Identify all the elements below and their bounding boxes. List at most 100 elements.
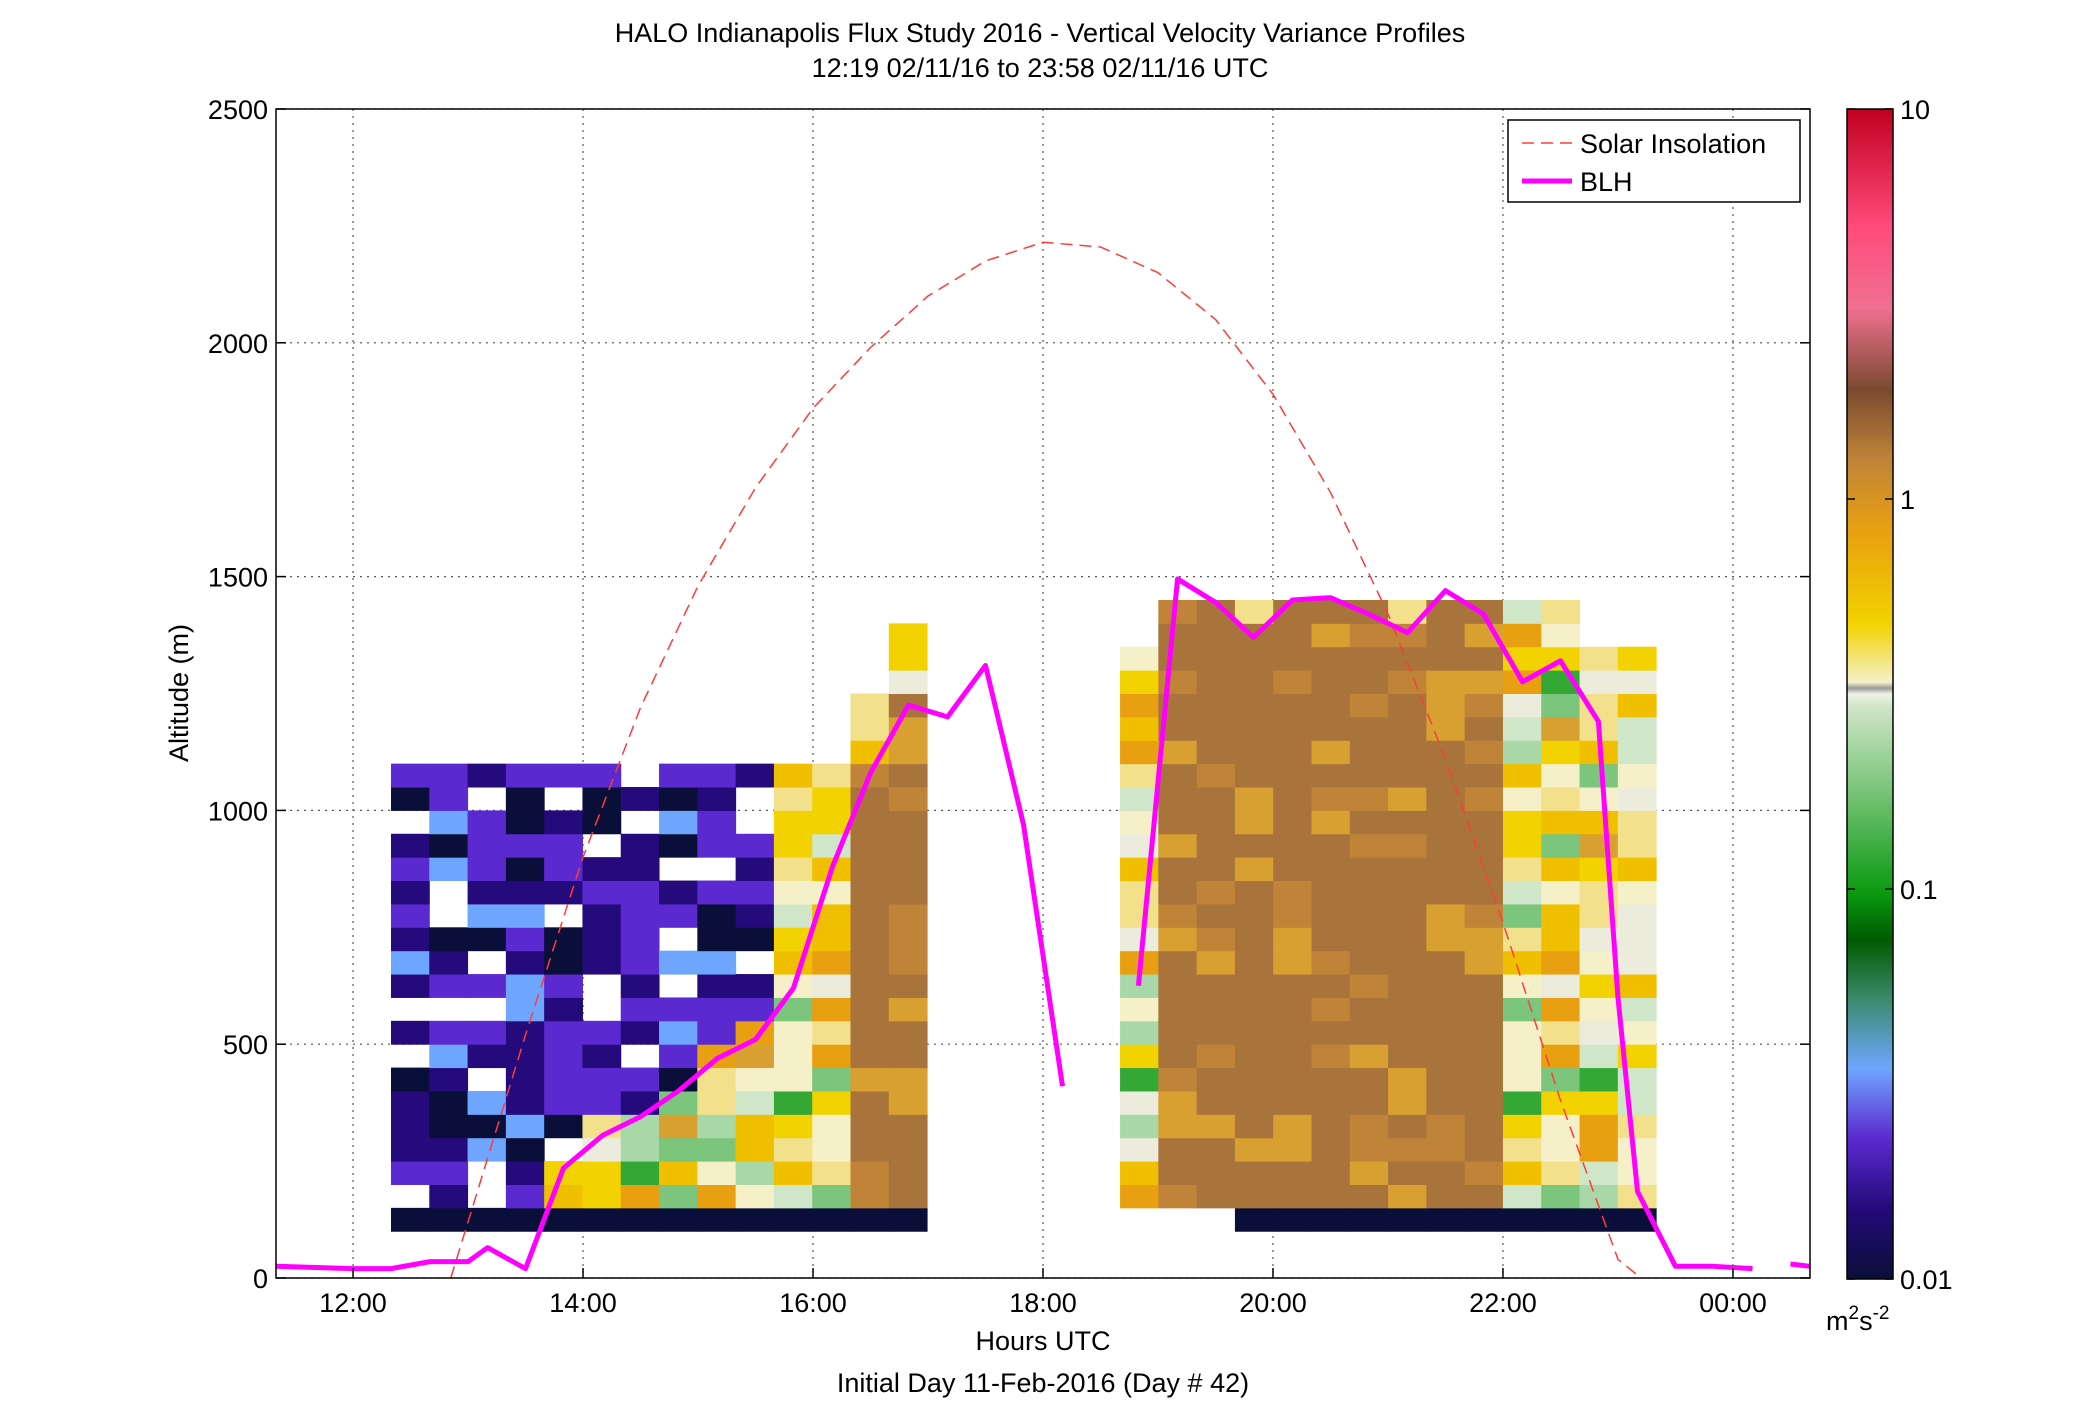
heatmap-cell [773,1184,813,1209]
heatmap-cell [888,997,928,1022]
heatmap-cell [735,880,775,905]
heatmap-cell [1617,1044,1657,1069]
heatmap-cell [1541,903,1581,928]
heatmap-cell [505,1161,545,1185]
chart-title: HALO Indianapolis Flux Study 2016 - Vert… [615,18,1465,48]
heatmap-cell [850,833,890,858]
heatmap-cell [620,833,660,858]
heatmap-cell [1158,857,1198,882]
legend-label: Solar Insolation [1580,129,1766,159]
heatmap-cell [812,1090,852,1115]
heatmap-cell [773,1090,813,1115]
heatmap-cell [1349,927,1389,952]
heatmap-cell [1349,693,1389,718]
heatmap-cell [1464,997,1504,1022]
heatmap-cell [1120,787,1159,811]
heatmap-cell [735,1161,775,1185]
heatmap-cell [1120,670,1159,694]
heatmap-cell [1464,1137,1504,1162]
legend: Solar Insolation BLH [1507,119,1801,203]
heatmap-cell [1541,927,1581,952]
heatmap-cell [850,1020,890,1045]
heatmap-cell [1617,857,1657,882]
heatmap-cell [1579,1137,1619,1162]
solar-insolation-line [450,241,1642,1279]
heatmap-cell [1273,670,1313,694]
heatmap-cell [659,880,698,905]
heatmap-cell [467,974,507,998]
heatmap-cell [1349,857,1389,882]
heatmap-cell [697,1137,737,1162]
heatmap-cell [1234,833,1274,858]
heatmap-cell [390,763,430,788]
heatmap-cell [1311,1137,1351,1162]
x-tick-label: 12:00 [319,1288,387,1318]
heatmap-cell [1311,997,1351,1022]
heatmap-cell [888,1114,928,1139]
y-tick-label: 0 [253,1264,268,1294]
heatmap-cell [1234,1020,1274,1045]
heatmap-cell [1349,623,1389,648]
heatmap-cell [773,903,813,928]
heatmap-cell [1234,857,1274,882]
heatmap-cell [1426,670,1466,694]
heatmap-cell [850,1114,890,1139]
heatmap-cell [544,763,583,788]
heatmap-cell [1311,1090,1351,1115]
heatmap-cell [1426,833,1466,858]
heatmap-cell [1541,1090,1581,1115]
heatmap-cell [1120,1161,1159,1185]
heatmap-cell [1158,927,1198,952]
heatmap-cell [1464,833,1504,858]
heatmap-cell [888,1207,928,1232]
heatmap-cell [1464,670,1504,694]
heatmap-cell [1617,693,1657,718]
heatmap-cell [429,810,469,835]
heatmap-cell [1388,1020,1427,1045]
heatmap-cell [1464,763,1504,788]
heatmap-cell [1617,787,1657,811]
heatmap-cell [582,1090,622,1115]
heatmap-cell [1388,716,1427,741]
heatmap-cell [1311,763,1351,788]
heatmap-cell [735,903,775,928]
heatmap-cell [544,1114,583,1139]
heatmap-cell [505,1067,545,1092]
heatmap-cell [1502,623,1542,648]
y-axis-label: Altitude (m) [164,624,194,762]
heatmap-cell [1196,763,1236,788]
heatmap-cell [1234,810,1274,835]
heatmap-cell [429,1184,469,1209]
heatmap-cell [620,857,660,882]
heatmap-cell [1273,810,1313,835]
heatmap-cell [1273,787,1313,811]
heatmap-cell [888,880,928,905]
heatmap-cell [544,810,583,835]
heatmap-cell [1196,927,1236,952]
heatmap-cell [1273,1044,1313,1069]
heatmap-cell [1311,1044,1351,1069]
heatmap-cell [1158,997,1198,1022]
heatmap-cell [390,927,430,952]
heatmap-cell [850,950,890,975]
heatmap-cell [544,1207,583,1232]
heatmap-cell [1349,833,1389,858]
heatmap-cell [467,927,507,952]
heatmap-cell [659,787,698,811]
heatmap-cell [620,1020,660,1045]
heatmap-cell [582,950,622,975]
heatmap-cell [1311,623,1351,648]
heatmap-cell [620,974,660,998]
heatmap-cell [1541,1067,1581,1092]
heatmap-cell [1426,1207,1466,1232]
heatmap-cell [544,997,583,1022]
heatmap-cell [505,974,545,998]
heatmap-cell [1541,997,1581,1022]
heatmap-cell [505,1114,545,1139]
x-tick-label: 16:00 [779,1288,847,1318]
heatmap-cell [429,974,469,998]
heatmap-cell [1388,763,1427,788]
heatmap-cell [390,1137,430,1162]
heatmap-cell [544,950,583,975]
heatmap-cell [1158,1020,1198,1045]
